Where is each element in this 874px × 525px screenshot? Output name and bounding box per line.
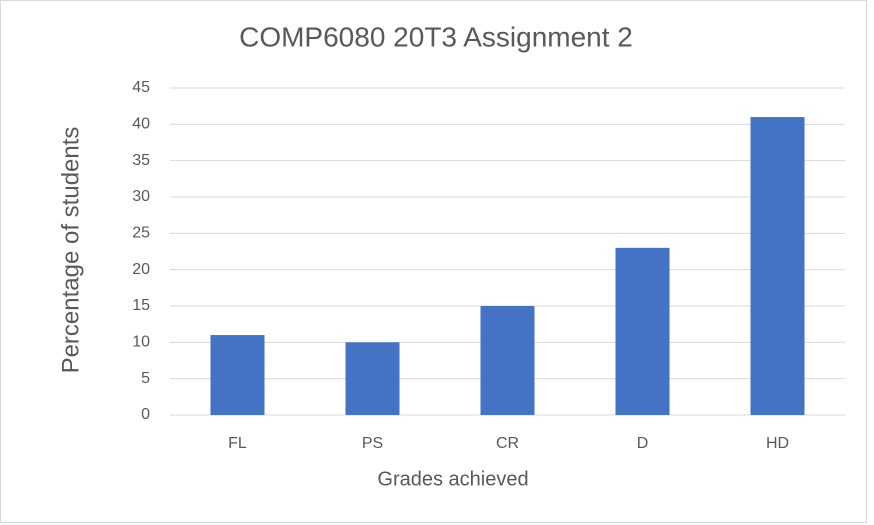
y-tick-label: 0 — [141, 406, 150, 423]
chart-title: COMP6080 20T3 Assignment 2 — [239, 21, 633, 52]
y-tick-label: 40 — [132, 116, 150, 133]
x-tick-label: CR — [496, 435, 519, 452]
y-tick-label: 10 — [132, 334, 150, 351]
bar — [345, 342, 400, 415]
bar — [210, 335, 265, 415]
y-tick-label: 15 — [132, 297, 150, 314]
x-tick-label: HD — [766, 435, 789, 452]
y-tick-label: 45 — [132, 79, 150, 96]
y-tick-label: 25 — [132, 225, 150, 242]
y-tick-label: 30 — [132, 188, 150, 205]
x-tick-label: PS — [362, 435, 383, 452]
x-tick-label: FL — [228, 435, 247, 452]
x-axis-label: Grades achieved — [377, 468, 528, 490]
bar — [615, 247, 670, 415]
y-tick-label: 20 — [132, 261, 150, 278]
y-tick-label: 5 — [141, 370, 150, 387]
y-axis-label: Percentage of students — [57, 127, 84, 374]
y-tick-label: 35 — [132, 152, 150, 169]
bar — [750, 117, 805, 416]
bar — [480, 306, 535, 415]
x-tick-label: D — [637, 435, 649, 452]
